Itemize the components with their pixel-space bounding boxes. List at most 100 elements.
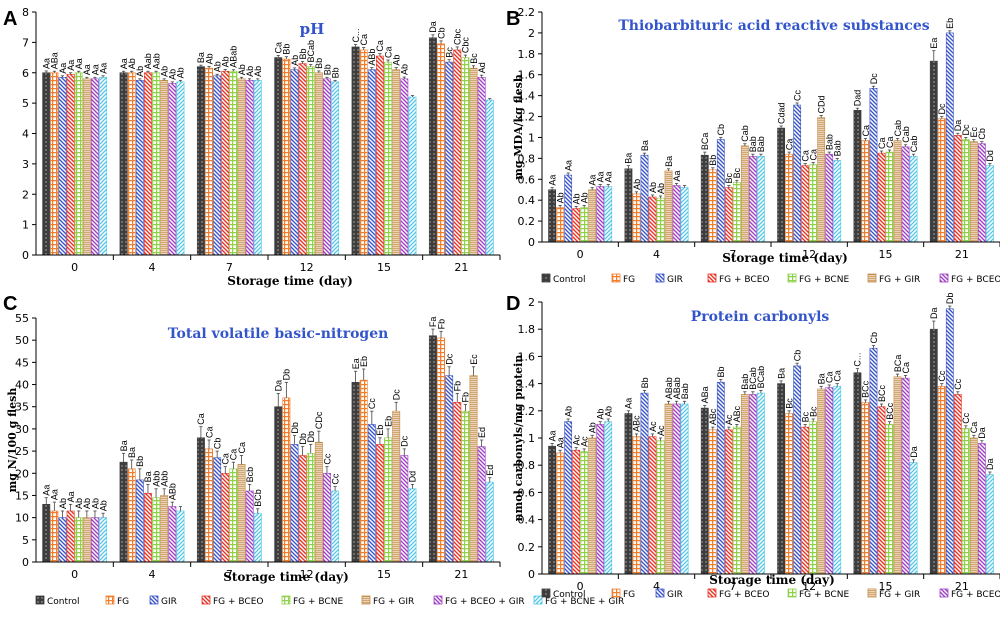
x-axis-label: Storage time (day) — [223, 570, 349, 584]
significance-label: Cc — [330, 473, 340, 484]
significance-label: Ca — [885, 136, 895, 148]
y-tick-label: 1.8 — [518, 48, 536, 61]
bar-fg-day-4 — [127, 468, 136, 563]
bar-fg-bcne-gir-day-12 — [833, 386, 842, 575]
bar-fg-bceo-day-7 — [221, 472, 230, 563]
legend-entry: GIR — [667, 275, 683, 285]
bar-fg-bceo-day-12 — [298, 63, 307, 256]
significance-label: Bc — [732, 167, 742, 178]
bar-fg-day-7 — [205, 448, 213, 563]
y-tick-label: 40 — [15, 379, 29, 392]
bar-fg-bceo-gir-day-7 — [748, 394, 757, 575]
panel-letter: A — [3, 8, 17, 30]
bar-fg-bceo-gir-day-12 — [825, 387, 834, 575]
y-tick-label: 5 — [22, 97, 29, 110]
legend-entry: Control — [553, 590, 586, 600]
bar-fg-day-7 — [708, 429, 717, 575]
legend-swatch — [533, 595, 543, 605]
bar-fg-gir-day-21 — [969, 141, 978, 243]
significance-label: Aa — [624, 398, 634, 409]
bar-fg-gir-day-0 — [588, 189, 597, 243]
significance-label: ABa — [50, 52, 60, 69]
significance-label: Ba — [640, 140, 650, 151]
significance-label: Da — [274, 380, 284, 392]
significance-label: Aab — [143, 53, 153, 69]
bar-fg-bceo-gir-day-4 — [672, 403, 681, 575]
significance-label: Cbc — [453, 28, 463, 45]
significance-label: Bc — [444, 47, 454, 58]
significance-label: Aa — [604, 171, 614, 182]
significance-label: Ea — [351, 358, 361, 369]
bar-fg-day-0 — [50, 72, 59, 256]
y-tick-label: 2 — [22, 188, 29, 201]
significance-label: Bc — [724, 173, 734, 184]
bar-fg-gir-day-7 — [237, 78, 246, 256]
bar-fg-bceo-day-4 — [143, 72, 152, 256]
significance-label: Dc — [391, 389, 401, 400]
significance-label: Ab — [212, 61, 222, 72]
bar-control-day-21 — [929, 328, 938, 575]
bar-fg-bceo-gir-day-0 — [91, 517, 99, 563]
bar-fg-day-21 — [937, 386, 946, 575]
legend-swatch — [655, 273, 665, 283]
legend-entry: FG — [623, 590, 635, 600]
significance-label: Aa — [563, 160, 573, 171]
legend-swatch — [787, 273, 797, 283]
significance-label: Bc — [808, 406, 818, 417]
bar-fg-bceo-gir-day-15 — [400, 78, 409, 256]
legend-entry: GIR — [667, 590, 683, 600]
legend-entry: FG + BCNE + GIR — [545, 597, 624, 607]
significance-label: C... — [853, 353, 863, 367]
legend-swatch — [867, 273, 877, 283]
chart-title: Total volatile basic-nitrogen — [168, 326, 389, 342]
legend-entry: FG + BCEO + GIR — [951, 275, 1000, 285]
significance-label: Ac — [724, 414, 734, 425]
bar-fg-bcne-day-12 — [809, 164, 818, 243]
bar-fg-gir-day-12 — [314, 72, 323, 256]
legend-entry: FG + BCEO — [719, 275, 769, 285]
bar-fg-bceo-gir-day-21 — [477, 446, 486, 563]
bar-fg-bcne-day-0 — [580, 207, 589, 243]
significance-label: Ab — [82, 498, 92, 509]
bar-fg-bcne-gir-day-7 — [253, 512, 262, 563]
significance-label: Cab — [893, 120, 903, 137]
bar-fg-bcne-day-0 — [74, 517, 83, 563]
legend-entry: FG + BCEO — [719, 590, 769, 600]
significance-label: Bb — [135, 456, 145, 467]
y-tick-label: 0.6 — [518, 173, 536, 186]
significance-label: ABab — [664, 377, 674, 399]
legend-swatch — [541, 588, 551, 598]
bar-fg-day-21 — [437, 43, 445, 256]
y-tick-label: 1.8 — [518, 323, 536, 336]
legend-swatch — [707, 588, 717, 598]
chart-title: Thiobarbituric acid reactive substances — [618, 18, 929, 34]
significance-label: BCb — [253, 489, 263, 507]
legend-entry: FG + BCNE — [799, 275, 849, 285]
significance-label: Bb — [640, 377, 650, 388]
significance-label: Ab — [648, 182, 658, 193]
legend-swatch — [201, 595, 211, 605]
bar-fg-bceo-day-12 — [298, 455, 307, 563]
bar-fg-day-21 — [937, 118, 946, 243]
bar-fg-bceo-gir-day-15 — [901, 146, 910, 243]
significance-label: Bab — [756, 136, 766, 152]
bar-control-day-21 — [428, 335, 437, 563]
y-tick-label: 0 — [528, 236, 535, 249]
y-tick-label: 4 — [22, 128, 29, 141]
bar-gir-day-21 — [945, 32, 954, 243]
significance-label: Cc — [367, 398, 377, 409]
legend: Control FG GIR FG + BCEO FG + BCNE FG + GIR FG… — [541, 588, 1000, 600]
bar-fg-bcne-day-0 — [580, 451, 589, 575]
significance-label: Ba — [196, 52, 206, 63]
significance-label: Ca — [808, 149, 818, 161]
x-tick-label: 4 — [653, 248, 660, 261]
x-axis-label: Storage time (day) — [722, 251, 848, 265]
y-tick-label: 1.4 — [518, 90, 536, 103]
bar-fg-bcne-gir-day-7 — [756, 155, 765, 243]
legend-entry: FG — [117, 597, 129, 607]
significance-label: Ca — [901, 362, 911, 374]
x-tick-label: 15 — [879, 248, 893, 261]
significance-label: Ac — [571, 435, 581, 446]
bar-fg-day-7 — [205, 67, 213, 256]
x-tick-label: 21 — [454, 261, 468, 274]
